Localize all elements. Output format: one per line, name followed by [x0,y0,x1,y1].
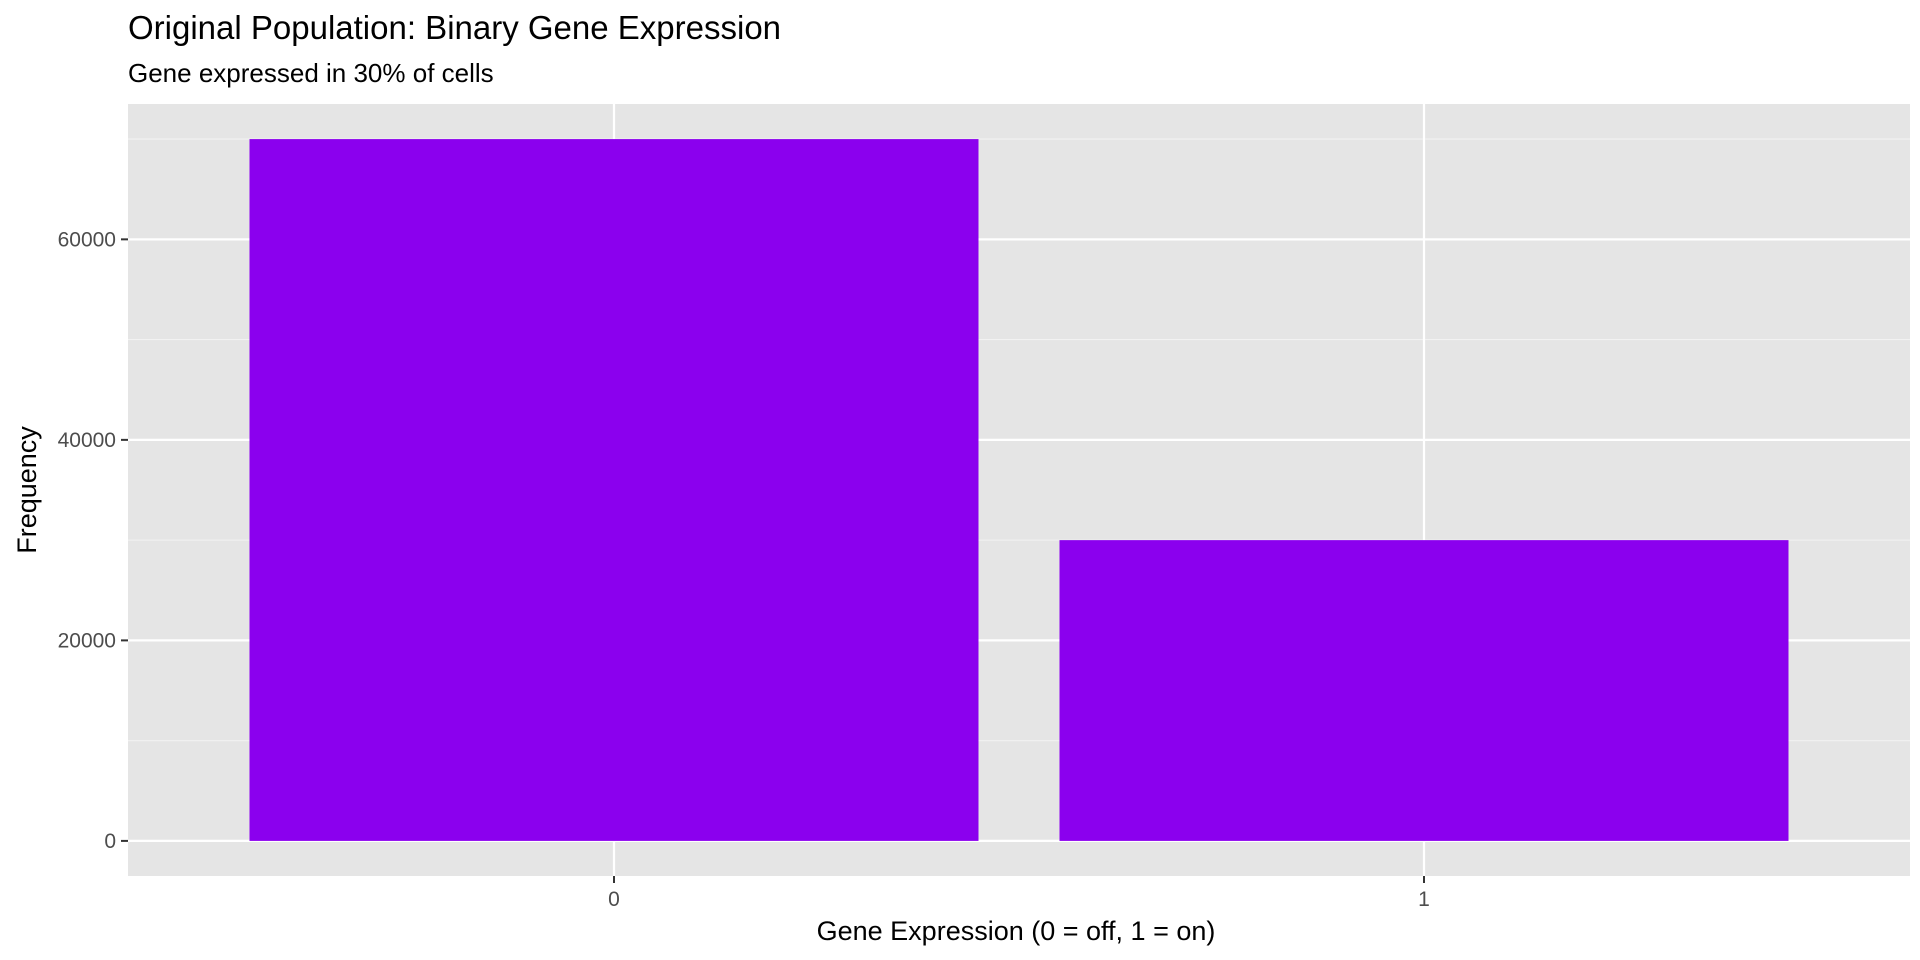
y-tick-label: 40000 [58,429,116,452]
bar-0 [249,139,979,841]
axes: 0 20000 40000 60000 0 1 [58,228,1430,911]
chart-title: Original Population: Binary Gene Express… [128,9,781,46]
bar-1 [1059,540,1789,841]
bars [249,139,1789,841]
y-tick-label: 0 [104,830,116,853]
x-tick-label: 0 [608,888,620,911]
y-tick-label: 60000 [58,228,116,251]
chart-subtitle: Gene expressed in 30% of cells [128,58,494,88]
x-tick-label: 1 [1418,888,1430,911]
y-tick-label: 20000 [58,629,116,652]
y-axis-title: Frequency [12,426,42,554]
x-axis-title: Gene Expression (0 = off, 1 = on) [817,916,1216,946]
